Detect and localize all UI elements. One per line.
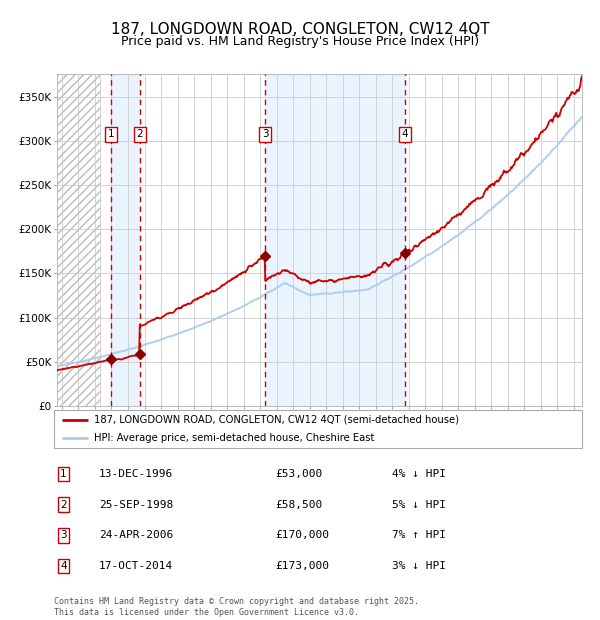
Text: 4: 4 [402, 129, 409, 139]
Bar [57, 74, 100, 406]
Bar [265, 74, 405, 406]
Text: 2: 2 [137, 129, 143, 139]
Text: 3: 3 [262, 129, 268, 139]
Text: Contains HM Land Registry data © Crown copyright and database right 2025.
This d: Contains HM Land Registry data © Crown c… [54, 598, 419, 617]
Text: Price paid vs. HM Land Registry's House Price Index (HPI): Price paid vs. HM Land Registry's House … [121, 35, 479, 48]
Text: 4: 4 [60, 561, 67, 571]
Text: 1: 1 [60, 469, 67, 479]
Text: 4% ↓ HPI: 4% ↓ HPI [392, 469, 446, 479]
Text: 17-OCT-2014: 17-OCT-2014 [99, 561, 173, 571]
Text: 3% ↓ HPI: 3% ↓ HPI [392, 561, 446, 571]
Text: 7% ↑ HPI: 7% ↑ HPI [392, 530, 446, 540]
Text: 25-SEP-1998: 25-SEP-1998 [99, 500, 173, 510]
Text: £53,000: £53,000 [276, 469, 323, 479]
Text: 187, LONGDOWN ROAD, CONGLETON, CW12 4QT (semi-detached house): 187, LONGDOWN ROAD, CONGLETON, CW12 4QT … [94, 415, 458, 425]
Text: £173,000: £173,000 [276, 561, 330, 571]
Text: 3: 3 [60, 530, 67, 540]
Text: 2: 2 [60, 500, 67, 510]
Text: £170,000: £170,000 [276, 530, 330, 540]
Text: 13-DEC-1996: 13-DEC-1996 [99, 469, 173, 479]
Text: 5% ↓ HPI: 5% ↓ HPI [392, 500, 446, 510]
Text: 24-APR-2006: 24-APR-2006 [99, 530, 173, 540]
Text: 1: 1 [107, 129, 114, 139]
Text: £58,500: £58,500 [276, 500, 323, 510]
Text: HPI: Average price, semi-detached house, Cheshire East: HPI: Average price, semi-detached house,… [94, 433, 374, 443]
FancyBboxPatch shape [54, 410, 582, 448]
Text: 187, LONGDOWN ROAD, CONGLETON, CW12 4QT: 187, LONGDOWN ROAD, CONGLETON, CW12 4QT [110, 22, 490, 37]
Bar [110, 74, 140, 406]
